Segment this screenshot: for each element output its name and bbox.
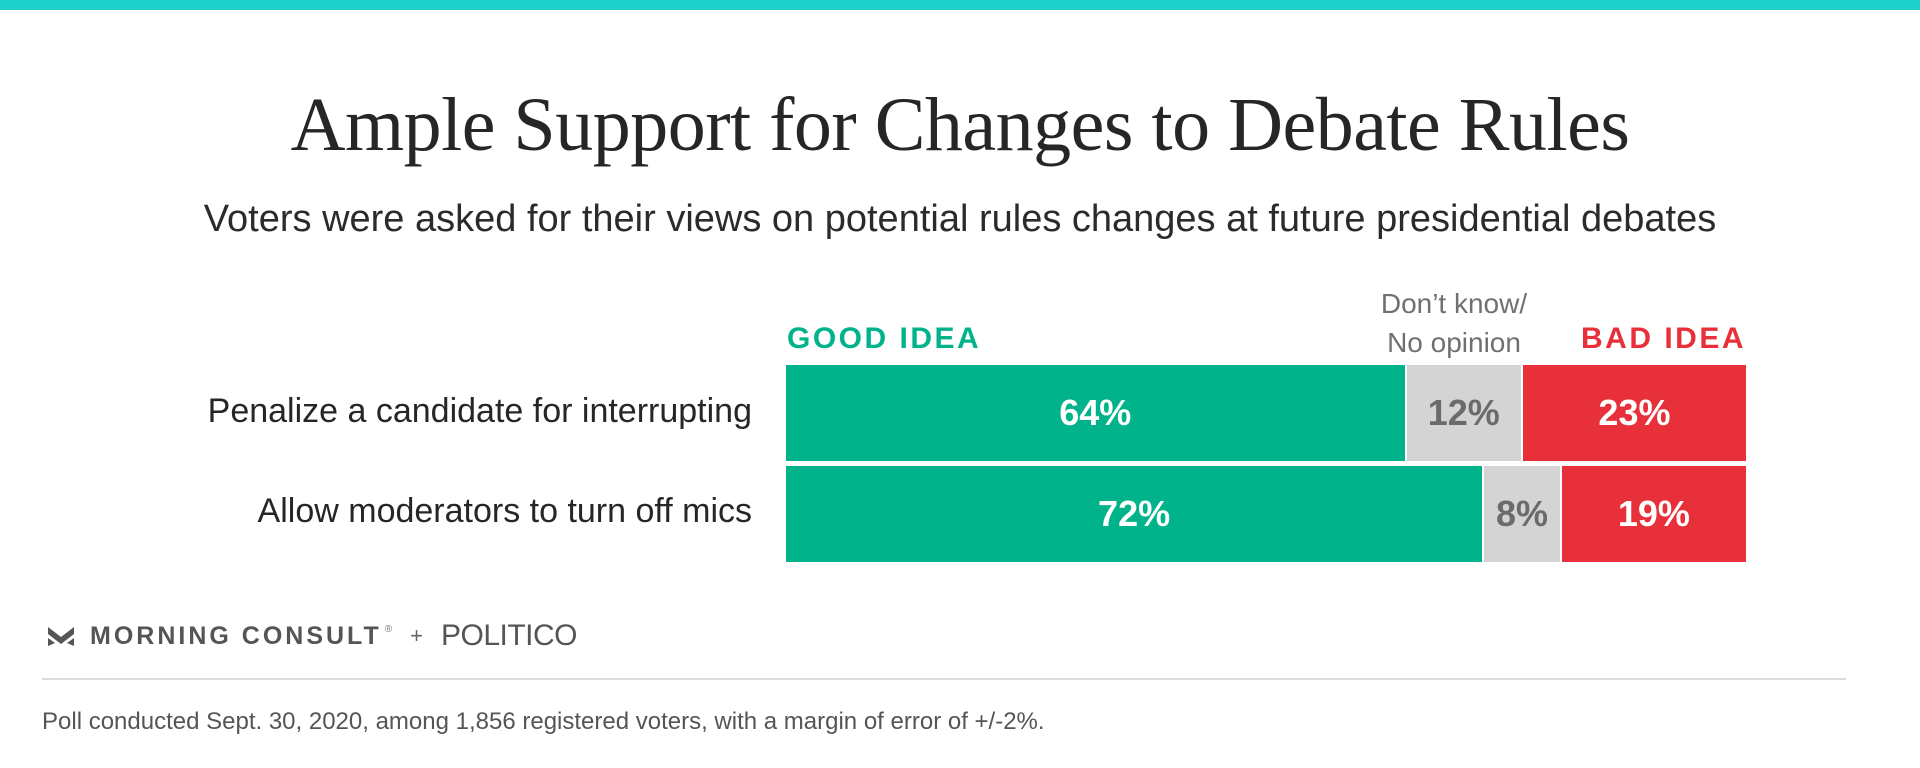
- value-label: 64%: [1059, 392, 1132, 433]
- footer-divider: [42, 678, 1846, 680]
- brand-morning-consult: MORNING CONSULT: [90, 621, 382, 650]
- bar-segment-good-mics: 72%: [786, 466, 1485, 562]
- footer-logos: MORNING CONSULT ® + POLITICO: [46, 619, 578, 652]
- value-label: 8%: [1495, 493, 1548, 534]
- bar-mics: 72% 8% 19%: [786, 466, 1746, 562]
- bar-segment-bad-mics: 19%: [1561, 466, 1746, 562]
- brand-politico: POLITICO: [440, 619, 578, 652]
- chart-subtitle: Voters were asked for their views on pot…: [203, 198, 1717, 240]
- value-label: 12%: [1427, 392, 1500, 433]
- bar-segment-neutral-penalize: 12%: [1406, 365, 1523, 461]
- legend-no-opinion-line2: No opinion: [1387, 327, 1521, 358]
- chart-title: Ample Support for Changes to Debate Rule…: [290, 83, 1630, 167]
- legend-no-opinion: Don’t know/ No opinion: [1366, 284, 1542, 362]
- registered-mark: ®: [384, 624, 393, 635]
- row-label-mics: Allow moderators to turn off mics: [257, 492, 752, 530]
- bar-penalize: 64% 12% 23%: [786, 365, 1746, 461]
- bar-segment-bad-penalize: 23%: [1522, 365, 1746, 461]
- legend-bad-idea: BAD IDEA: [1580, 322, 1746, 355]
- value-label: 19%: [1617, 493, 1690, 534]
- legend-no-opinion-line1: Don’t know/: [1380, 288, 1528, 319]
- footnote: Poll conducted Sept. 30, 2020, among 1,8…: [42, 708, 1045, 735]
- morning-consult-logo-icon: [48, 627, 74, 646]
- legend-good-idea: GOOD IDEA: [787, 322, 982, 355]
- bar-segment-good-penalize: 64%: [786, 365, 1407, 461]
- top-accent-bar: [0, 0, 1920, 10]
- bar-segment-neutral-mics: 8%: [1484, 466, 1562, 562]
- value-label: 23%: [1598, 392, 1671, 433]
- row-label-penalize: Penalize a candidate for interrupting: [207, 392, 752, 430]
- value-label: 72%: [1098, 493, 1171, 534]
- plus-sign: +: [410, 623, 423, 648]
